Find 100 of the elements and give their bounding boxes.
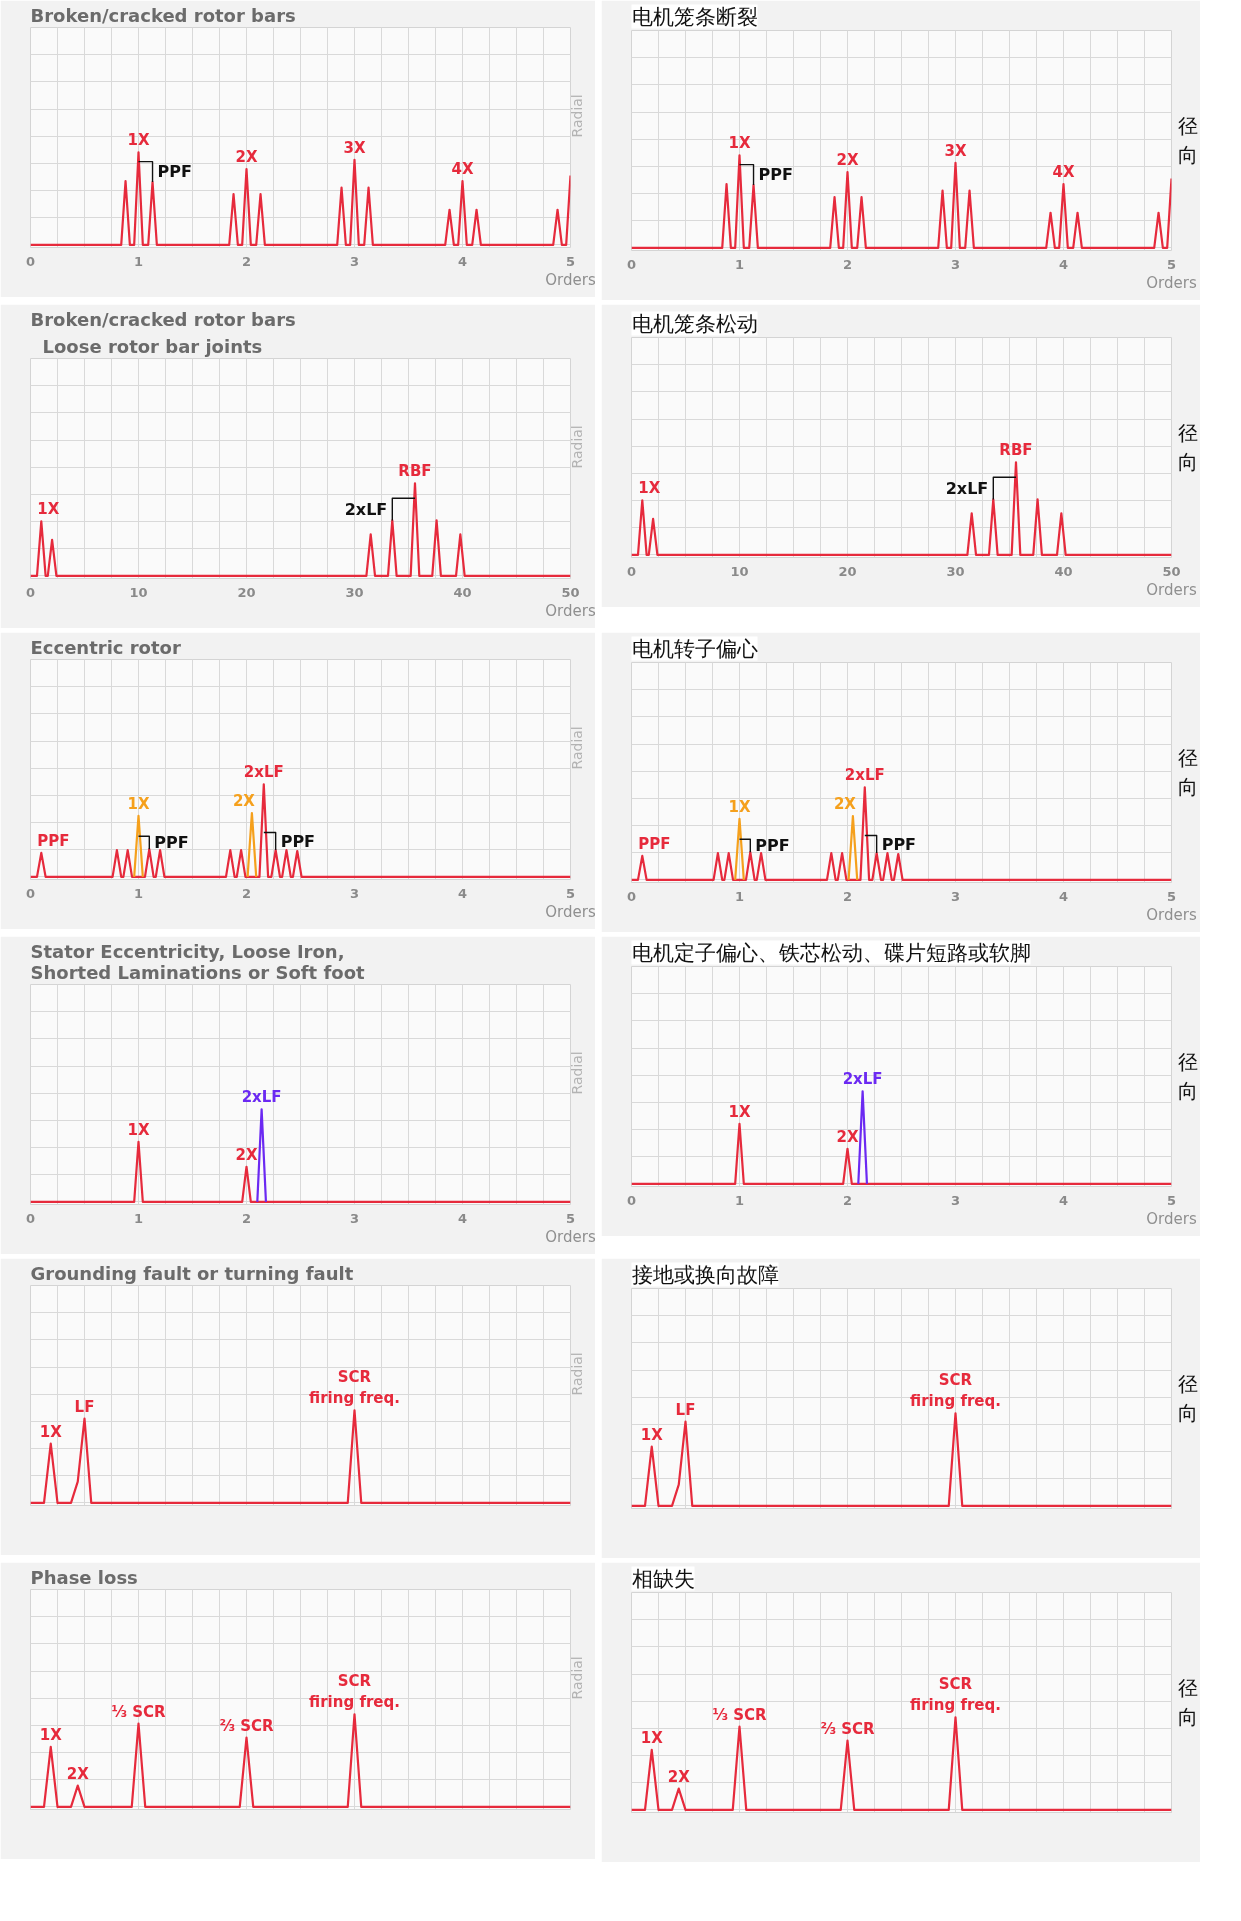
y-axis-title: 径向 (1177, 1050, 1198, 1103)
x-axis-title: Orders (1146, 273, 1197, 292)
x-axis-title: Orders (545, 1227, 596, 1246)
y-axis-title: Radial (568, 1352, 585, 1396)
x-tick-label: 0 (626, 1192, 637, 1208)
annotation: 4X (1052, 163, 1075, 182)
chart-title: Stator Eccentricity, Loose Iron, Shorted Laminations or Soft foot (30, 940, 366, 983)
x-tick-label: 0 (25, 885, 36, 901)
annotation: 2X (836, 151, 859, 170)
annotation: 1X (37, 500, 60, 519)
annotation: RBF (398, 462, 432, 481)
annotation: ⅓ SCR (111, 1702, 167, 1721)
x-tick-label: 5 (1166, 1192, 1177, 1208)
annotation: 3X (944, 141, 967, 160)
annotation: 2X (667, 1767, 691, 1786)
x-tick-label: 4 (1058, 888, 1069, 904)
annotation: PPF (37, 831, 70, 850)
x-tick-label: 10 (730, 563, 749, 579)
x-tick-label: 5 (1166, 256, 1177, 272)
annotation: 1X (127, 131, 150, 150)
x-tick-label: 30 (345, 584, 364, 600)
y-axis-title: Radial (568, 1051, 585, 1095)
annotation: SCR firing freq. (910, 1370, 1001, 1411)
annotation: 2X (66, 1764, 90, 1783)
x-axis-title: Orders (545, 270, 596, 289)
x-tick-label: 2 (842, 888, 853, 904)
chart-title: Broken/cracked rotor bars (30, 308, 296, 330)
y-axis-title: 径向 (1177, 1372, 1198, 1425)
x-axis-title: Orders (545, 902, 596, 921)
chart-title: 电机笼条断裂 (631, 4, 758, 29)
annotation: PPF (638, 834, 671, 853)
x-tick-label: 40 (453, 584, 472, 600)
series-label: PPF (758, 165, 793, 185)
x-tick-label: 0 (626, 256, 637, 272)
y-axis-title: 径向 (1177, 1676, 1198, 1729)
x-tick-label: 1 (133, 253, 144, 269)
x-tick-label: 0 (25, 1210, 36, 1226)
x-tick-label: 3 (349, 885, 360, 901)
annotation: 1X (39, 1725, 63, 1744)
x-tick-label: 3 (950, 888, 961, 904)
x-tick-label: 0 (626, 888, 637, 904)
x-tick-label: 5 (565, 1210, 576, 1226)
x-axis-title: Orders (1146, 1209, 1197, 1228)
annotation: 2xLF (241, 1088, 282, 1107)
annotation: 1X (728, 134, 751, 153)
annotation: 2xLF (243, 763, 284, 782)
x-tick-label: 40 (1054, 563, 1073, 579)
series-label: PPF (157, 162, 192, 182)
y-axis-title: 径向 (1177, 746, 1198, 799)
x-tick-label: 3 (950, 1192, 961, 1208)
x-tick-label: 4 (1058, 1192, 1069, 1208)
x-tick-label: 4 (457, 885, 468, 901)
annotation: 1X (640, 1425, 664, 1444)
x-tick-label: 4 (1058, 256, 1069, 272)
x-tick-label: 1 (133, 885, 144, 901)
annotation: 2xLF (844, 766, 885, 785)
x-tick-label: 50 (1162, 563, 1181, 579)
chart-subtitle: Loose rotor bar joints (42, 335, 263, 357)
annotation: 1X (127, 1120, 150, 1139)
x-tick-label: 0 (25, 253, 36, 269)
x-tick-label: 5 (565, 253, 576, 269)
annotation: LF (675, 1400, 696, 1419)
chart-title: 电机转子偏心 (631, 636, 758, 661)
x-tick-label: 5 (1166, 888, 1177, 904)
annotation: 1X (640, 1728, 664, 1747)
annotation: LF (74, 1397, 95, 1416)
series-label: PPF (154, 833, 189, 853)
annotation: 3X (343, 138, 366, 157)
annotation: 2X (235, 148, 258, 167)
x-tick-label: 20 (838, 563, 857, 579)
x-tick-label: 3 (349, 253, 360, 269)
y-axis-title: 径向 (1177, 114, 1198, 167)
chart-title: 电机定子偏心、铁芯松动、碟片短路或软脚 (631, 940, 1031, 965)
annotation: 2X (232, 792, 256, 811)
x-tick-label: 1 (734, 1192, 745, 1208)
series-label: 2xLF (344, 499, 388, 519)
x-tick-label: 3 (349, 1210, 360, 1226)
annotation: ⅔ SCR (820, 1719, 876, 1738)
x-tick-label: 1 (734, 256, 745, 272)
x-tick-label: 3 (950, 256, 961, 272)
x-tick-label: 10 (129, 584, 148, 600)
series-label: PPF (280, 831, 316, 851)
annotation: ⅔ SCR (219, 1716, 275, 1735)
x-tick-label: 5 (565, 885, 576, 901)
annotation: SCR firing freq. (910, 1674, 1001, 1715)
x-tick-label: 4 (457, 253, 468, 269)
annotation: 1X (127, 794, 150, 813)
annotation: 1X (638, 479, 661, 498)
y-axis-title: Radial (568, 1656, 585, 1700)
y-axis-title: Radial (568, 94, 585, 138)
annotation: 2X (836, 1127, 859, 1146)
series-label: PPF (755, 836, 790, 856)
x-tick-label: 2 (241, 1210, 252, 1226)
annotation: ⅓ SCR (712, 1705, 768, 1724)
annotation: 4X (451, 160, 474, 179)
x-tick-label: 2 (241, 885, 252, 901)
annotation: 1X (39, 1422, 63, 1441)
x-tick-label: 2 (842, 1192, 853, 1208)
x-axis-title: Orders (1146, 580, 1197, 599)
chart-title: 相缺失 (631, 1566, 695, 1591)
